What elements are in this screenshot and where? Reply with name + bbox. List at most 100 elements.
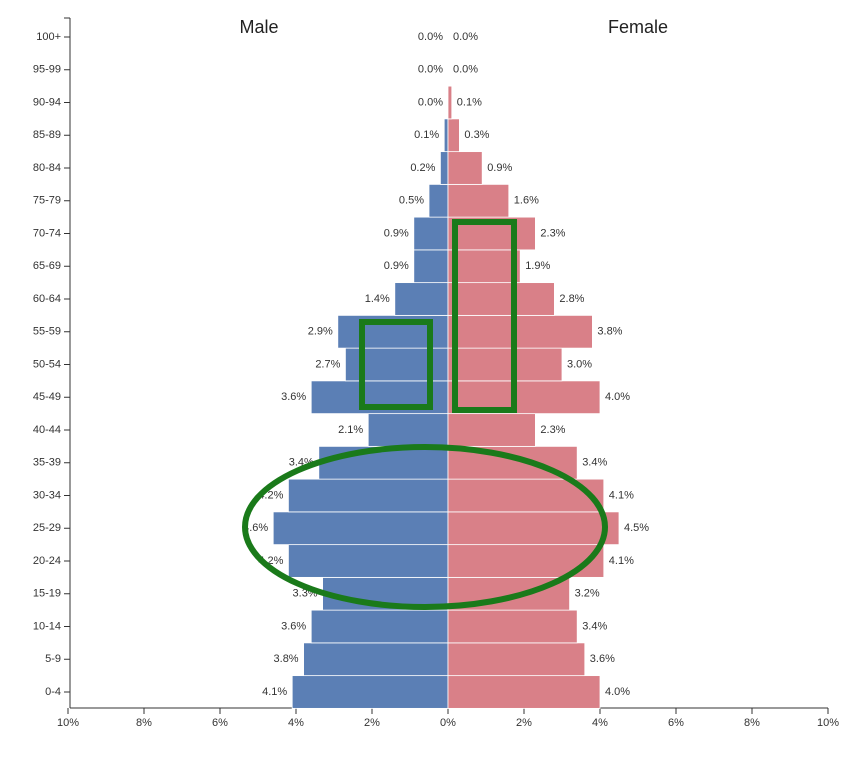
x-tick-label: 8% (744, 717, 760, 729)
value-label: 3.0% (567, 358, 592, 370)
value-label: 0.0% (453, 64, 478, 76)
x-tick-label: 0% (440, 717, 456, 729)
x-tick-label: 4% (592, 717, 608, 729)
bar (447, 282, 555, 316)
y-tick-label: 65-69 (33, 260, 61, 272)
bar (447, 249, 521, 284)
highlight-box (452, 219, 517, 413)
bar (447, 642, 586, 677)
x-tick-label: 8% (136, 717, 152, 729)
value-label: 0.5% (399, 195, 424, 207)
value-label: 3.4% (582, 620, 607, 632)
value-label: 3.8% (597, 326, 622, 338)
y-tick-label: 10-14 (33, 620, 61, 632)
value-label: 1.4% (365, 293, 390, 305)
bar (443, 118, 449, 153)
bar (291, 675, 449, 709)
y-tick-label: 30-34 (33, 489, 61, 501)
highlight-ellipse (242, 444, 608, 610)
value-label: 0.1% (457, 96, 482, 108)
bar (447, 151, 483, 185)
value-label: 0.0% (418, 96, 443, 108)
value-label: 0.0% (418, 64, 443, 76)
value-label: 4.1% (609, 555, 634, 567)
value-label: 0.9% (384, 227, 409, 239)
value-label: 2.8% (559, 293, 584, 305)
bar (272, 511, 449, 546)
series-header: Female (608, 17, 668, 37)
bar (447, 609, 578, 644)
y-tick-label: 15-19 (33, 588, 61, 600)
value-label: 0.2% (410, 162, 435, 174)
bar (367, 413, 449, 447)
y-tick-label: 80-84 (33, 162, 61, 174)
y-tick-label: 70-74 (33, 227, 61, 239)
value-label: 1.9% (525, 260, 550, 272)
y-tick-label: 50-54 (33, 358, 61, 370)
y-tick-label: 45-49 (33, 391, 61, 403)
value-label: 2.3% (540, 227, 565, 239)
x-tick-label: 2% (516, 717, 532, 729)
value-label: 3.2% (575, 588, 600, 600)
value-label: 4.6% (243, 522, 268, 534)
bar (447, 511, 620, 546)
value-label: 4.0% (605, 391, 630, 403)
y-tick-label: 40-44 (33, 424, 61, 436)
value-label: 3.6% (590, 653, 615, 665)
value-label: 1.6% (514, 195, 539, 207)
value-label: 3.4% (582, 457, 607, 469)
x-tick-label: 2% (364, 717, 380, 729)
y-tick-label: 0-4 (45, 686, 61, 698)
bar (447, 347, 563, 382)
value-label: 4.5% (624, 522, 649, 534)
value-label: 0.3% (464, 129, 489, 141)
x-tick-label: 10% (57, 717, 79, 729)
value-label: 3.6% (281, 391, 306, 403)
value-label: 4.1% (609, 489, 634, 501)
value-label: 3.6% (281, 620, 306, 632)
y-tick-label: 85-89 (33, 129, 61, 141)
y-tick-label: 5-9 (45, 653, 61, 665)
bar (413, 216, 449, 251)
annotations (242, 219, 608, 610)
value-label: 0.9% (487, 162, 512, 174)
value-label: 2.9% (308, 326, 333, 338)
bar (287, 544, 449, 578)
y-tick-label: 90-94 (33, 96, 61, 108)
value-label: 3.8% (274, 653, 299, 665)
y-tick-label: 95-99 (33, 64, 61, 76)
bar (303, 642, 449, 677)
value-label: 2.1% (338, 424, 363, 436)
y-tick-label: 75-79 (33, 195, 61, 207)
value-label: 0.0% (418, 31, 443, 43)
value-label: 0.9% (384, 260, 409, 272)
y-tick-label: 55-59 (33, 326, 61, 338)
y-tick-label: 100+ (36, 31, 61, 43)
value-label: 4.1% (262, 686, 287, 698)
bar (394, 282, 449, 316)
value-label: 2.3% (540, 424, 565, 436)
x-tick-label: 6% (668, 717, 684, 729)
value-label: 0.1% (414, 129, 439, 141)
value-label: 2.7% (315, 358, 340, 370)
plot: 0% 2% 2% 4% 4% 6% 6% 8% 8% 10% 10% Male Female 0-4 5-9… (33, 17, 839, 729)
bar (447, 85, 453, 120)
series-header: Male (239, 17, 278, 37)
x-tick-label: 4% (288, 717, 304, 729)
bar (428, 183, 449, 218)
bar (447, 314, 593, 349)
bar (310, 609, 449, 644)
y-tick-label: 35-39 (33, 457, 61, 469)
bar (287, 478, 449, 513)
bar (447, 544, 605, 578)
bar (413, 249, 449, 284)
bar (447, 118, 460, 153)
y-tick-label: 25-29 (33, 522, 61, 534)
value-label: 0.0% (453, 31, 478, 43)
x-tick-label: 6% (212, 717, 228, 729)
value-label: 4.0% (605, 686, 630, 698)
bar (447, 183, 510, 218)
bar (447, 675, 601, 709)
y-tick-label: 20-24 (33, 555, 61, 567)
